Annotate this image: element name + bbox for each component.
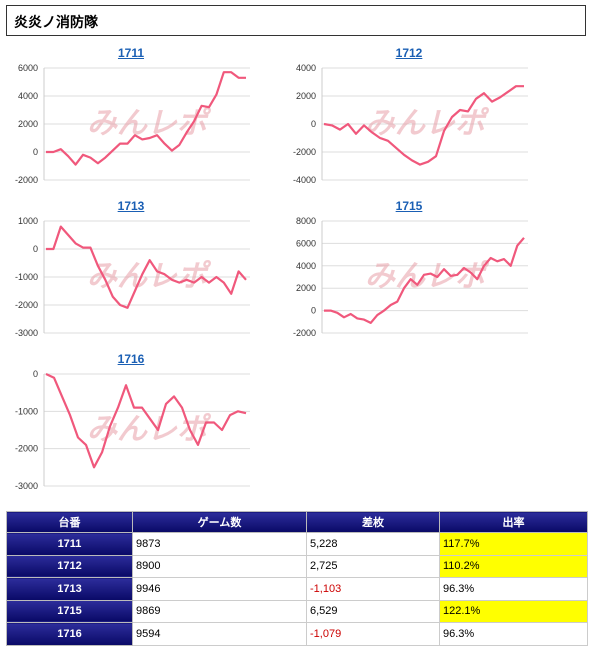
header-machine: 台番 (6, 511, 133, 533)
chart-panel: 1715 8000 6000 4000 2000 0 -2000 みんレポ (278, 199, 540, 349)
y-tick-label: 2000 (18, 119, 38, 129)
series-line (324, 237, 525, 325)
y-tick-label: -2000 (293, 147, 316, 157)
games-cell: 9869 (132, 599, 307, 623)
games-cell: 8900 (132, 554, 307, 578)
rate-cell: 122.1% (439, 599, 588, 623)
y-tick-label: 4000 (18, 91, 38, 101)
y-tick-label: 2000 (296, 91, 316, 101)
page-title: 炎炎ノ消防隊 (14, 15, 98, 31)
y-tick-label: -2000 (293, 328, 316, 338)
chart-panel: 1711 6000 4000 2000 0 -2000 みんレポ (0, 46, 262, 196)
machine-cell: 1716 (6, 622, 133, 646)
diff-cell: 2,725 (306, 554, 440, 578)
rate-cell: 117.7% (439, 532, 588, 556)
chart-panel: 1712 4000 2000 0 -2000 -4000 みんレポ (278, 46, 540, 196)
chart-title-link[interactable]: 1712 (395, 46, 423, 60)
line-chart: 6000 4000 2000 0 -2000 みんレポ (15, 63, 250, 185)
machine-cell: 1712 (6, 554, 133, 578)
y-tick-label: -4000 (293, 175, 316, 185)
watermark-logo: みんレポ (87, 259, 212, 294)
table-row: 1713 9946 -1,103 96.3% (6, 577, 588, 601)
games-cell: 9594 (132, 622, 307, 646)
diff-cell: -1,079 (306, 622, 440, 646)
table-row: 1716 9594 -1,079 96.3% (6, 622, 588, 646)
chart-panel: 1713 1000 0 -1000 -2000 -3000 みんレポ (0, 199, 262, 349)
y-tick-label: -2000 (15, 175, 38, 185)
y-tick-label: -1000 (15, 406, 38, 416)
rate-cell: 96.3% (439, 577, 588, 601)
machine-cell: 1715 (6, 599, 133, 623)
header-diff: 差枚 (306, 511, 440, 533)
table-row: 1712 8900 2,725 110.2% (6, 554, 588, 578)
rate-cell: 110.2% (439, 554, 588, 578)
diff-cell: 5,228 (306, 532, 440, 556)
diff-cell: -1,103 (306, 577, 440, 601)
line-chart: 4000 2000 0 -2000 -4000 みんレポ (293, 63, 528, 185)
machine-cell: 1713 (6, 577, 133, 601)
y-tick-label: -3000 (15, 481, 38, 491)
summary-table: 台番 ゲーム数 差枚 出率 1711 9873 5,228 117.7% 171… (6, 511, 588, 646)
series-line (45, 373, 247, 469)
y-tick-label: 0 (33, 369, 38, 379)
y-tick-label: 8000 (296, 216, 316, 226)
y-tick-label: -2000 (15, 300, 38, 310)
y-tick-label: 0 (33, 147, 38, 157)
series-line (323, 85, 524, 166)
diff-cell: 6,529 (306, 599, 440, 623)
line-chart: 1000 0 -1000 -2000 -3000 みんレポ (15, 216, 250, 338)
y-tick-label: 0 (311, 306, 316, 316)
table-header-row: 台番 ゲーム数 差枚 出率 (6, 511, 588, 533)
y-tick-label: 4000 (296, 261, 316, 271)
chart-panel: 1716 0 -1000 -2000 -3000 みんレポ (0, 352, 262, 502)
machine-cell: 1711 (6, 532, 133, 556)
series-line (46, 71, 246, 166)
y-tick-label: -3000 (15, 328, 38, 338)
chart-title-link[interactable]: 1715 (395, 199, 423, 213)
chart-title-link[interactable]: 1713 (117, 199, 145, 213)
games-cell: 9873 (132, 532, 307, 556)
header-rate: 出率 (439, 511, 588, 533)
table-row: 1715 9869 6,529 122.1% (6, 599, 588, 623)
table-row: 1711 9873 5,228 117.7% (6, 532, 588, 556)
header-box: 炎炎ノ消防隊 (6, 5, 586, 36)
series-line (46, 225, 247, 309)
watermark-logo: みんレポ (365, 259, 490, 294)
y-tick-label: -1000 (15, 272, 38, 282)
chart-title-link[interactable]: 1716 (117, 352, 145, 366)
chart-title-link[interactable]: 1711 (117, 46, 145, 60)
y-tick-label: 2000 (296, 283, 316, 293)
header-games: ゲーム数 (132, 511, 307, 533)
y-tick-label: 1000 (18, 216, 38, 226)
rate-cell: 96.3% (439, 622, 588, 646)
y-tick-label: -2000 (15, 444, 38, 454)
y-tick-label: 4000 (296, 63, 316, 73)
watermark-logo: みんレポ (365, 106, 490, 141)
y-tick-label: 6000 (18, 63, 38, 73)
y-tick-label: 0 (33, 244, 38, 254)
watermark-logo: みんレポ (87, 106, 212, 141)
line-chart: 8000 6000 4000 2000 0 -2000 みんレポ (293, 216, 528, 338)
y-tick-label: 0 (311, 119, 316, 129)
games-cell: 9946 (132, 577, 307, 601)
y-tick-label: 6000 (296, 238, 316, 248)
